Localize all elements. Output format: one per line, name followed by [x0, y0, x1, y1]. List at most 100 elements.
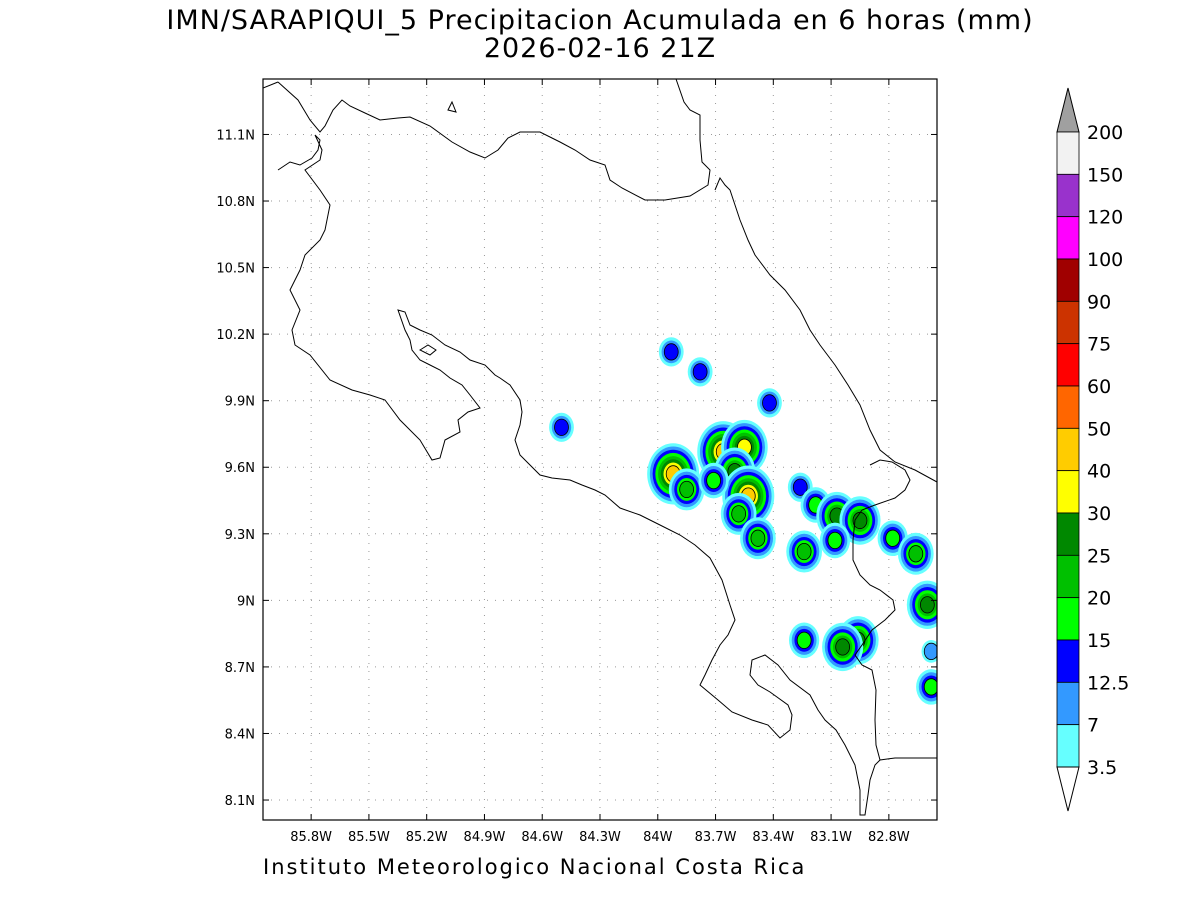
precip-cell — [668, 468, 705, 511]
colorbar-label: 120 — [1087, 207, 1123, 229]
contour-outline — [923, 642, 937, 660]
lat-tick-label: 9.9N — [225, 395, 255, 410]
contour-outline — [923, 678, 937, 696]
nicaragua-west-coast — [263, 81, 279, 89]
lake-nicaragua-island — [447, 100, 457, 113]
contour-level — [924, 678, 937, 696]
colorbar-swatch — [1056, 427, 1080, 472]
coastlines — [263, 79, 937, 816]
contour-outline — [762, 394, 777, 412]
costa-rica-pacific-coast — [277, 134, 937, 816]
colorbar-swatch — [1056, 554, 1080, 599]
precip-cell — [897, 532, 934, 575]
colorbar-label: 30 — [1087, 503, 1111, 525]
contour-level — [750, 530, 765, 547]
colorbar-swatch — [1056, 470, 1080, 514]
contour-outline — [796, 631, 812, 649]
colorbar-swatch — [1056, 597, 1080, 641]
colorbar-swatch — [1056, 300, 1080, 345]
colorbar-swatch — [1056, 385, 1080, 429]
colorbar-label: 40 — [1087, 461, 1111, 483]
colorbar-swatch — [1056, 724, 1080, 768]
map-timestamp: 2026-02-16 21Z — [483, 33, 717, 64]
contour-level — [908, 545, 923, 562]
precip-cell — [658, 337, 684, 367]
lon-tick-label: 85.8W — [290, 830, 332, 845]
contour-outline — [885, 529, 901, 547]
colorbar-swatch — [1056, 639, 1080, 683]
precip-cell — [698, 462, 729, 499]
lat-tick-label: 8.1N — [225, 794, 255, 809]
precip-cell — [822, 622, 864, 672]
colorbar-label: 150 — [1087, 164, 1123, 186]
colorbar-swatch — [1056, 216, 1080, 260]
colorbar-swatch — [1056, 681, 1080, 726]
colorbar-label: 7 — [1087, 715, 1099, 737]
contour-level — [835, 638, 850, 656]
contour-level — [706, 472, 721, 489]
precip-cell — [819, 522, 851, 559]
contour-outline — [692, 363, 708, 381]
lat-tick-label: 9.6N — [225, 461, 255, 476]
precip-cell — [687, 357, 713, 387]
contour-outline — [827, 531, 843, 550]
lat-tick-label: 9.3N — [225, 528, 255, 543]
colorbar-label: 90 — [1087, 291, 1111, 313]
contour-level — [554, 419, 569, 436]
contour-outline — [796, 542, 812, 561]
colorbar-label: 12.5 — [1087, 672, 1129, 694]
colorbar-legend: 200 150 120 100 90 75 60 50 40 30 25 20 15 12.5 7 3.5 — [1056, 87, 1129, 812]
contour-level — [693, 363, 708, 381]
colorbar-label: 20 — [1087, 588, 1111, 610]
contour-outline — [706, 471, 721, 490]
contour-level — [797, 632, 812, 649]
lon-tick-label: 85.2W — [406, 830, 448, 845]
lat-tick-label: 8.4N — [225, 727, 255, 742]
colorbar-swatch — [1056, 173, 1080, 218]
contour-level — [885, 530, 900, 547]
lon-tick-label: 84W — [643, 830, 673, 845]
longitude-labels: 85.8W 85.5W 85.2W 84.9W 84.6W 84.3W 84W 83.7W 83… — [290, 830, 910, 845]
precip-cell — [786, 530, 822, 573]
lon-tick-label: 83.4W — [752, 830, 794, 845]
lon-tick-label: 83.7W — [695, 830, 737, 845]
contour-level — [920, 596, 935, 613]
colorbar-swatch — [1056, 131, 1080, 175]
colorbar-label: 75 — [1087, 334, 1111, 356]
precip-cell — [788, 622, 820, 659]
latitude-labels: 11.1N 10.8N 10.5N 10.2N 9.9N 9.6N 9.3N 9N 8.7N 8.… — [216, 128, 255, 809]
credit-text: Instituto Meteorologico Nacional Costa R… — [263, 855, 807, 879]
precip-cell — [722, 465, 775, 527]
colorbar-label: 15 — [1087, 630, 1111, 652]
contour-level — [797, 543, 812, 560]
nicaragua-coast — [277, 79, 711, 201]
lon-tick-label: 84.9W — [464, 830, 506, 845]
lat-tick-label: 9N — [237, 594, 255, 609]
lat-tick-label: 10.5N — [216, 262, 255, 277]
precip-cell — [839, 496, 881, 545]
lat-tick-label: 10.2N — [216, 328, 255, 343]
colorbar-label: 25 — [1087, 545, 1111, 567]
contour-outline — [679, 480, 695, 499]
lon-tick-label: 84.6W — [521, 830, 563, 845]
precip-cell — [740, 517, 776, 560]
map-frame — [262, 78, 938, 821]
contour-outline — [731, 505, 747, 523]
contour-outline — [554, 418, 569, 436]
precipitation-field — [549, 337, 937, 705]
contour-level — [827, 532, 842, 549]
axis-ticks — [263, 79, 937, 820]
map-title: IMN/SARAPIQUI_5 Precipitacion Acumulada … — [166, 5, 1034, 36]
lon-tick-label: 85.5W — [348, 830, 390, 845]
precip-cell — [906, 580, 937, 629]
contour-level — [762, 394, 777, 412]
contour-level — [679, 481, 694, 498]
colorbar-label: 200 — [1087, 122, 1123, 144]
lat-tick-label: 10.8N — [216, 195, 255, 210]
colorbar-bottom-arrow — [1056, 766, 1080, 812]
colorbar-swatch — [1056, 258, 1080, 302]
contour-outline — [908, 545, 924, 563]
lon-tick-label: 84.3W — [579, 830, 621, 845]
contour-outline — [750, 529, 766, 547]
lat-tick-label: 8.7N — [225, 661, 255, 676]
